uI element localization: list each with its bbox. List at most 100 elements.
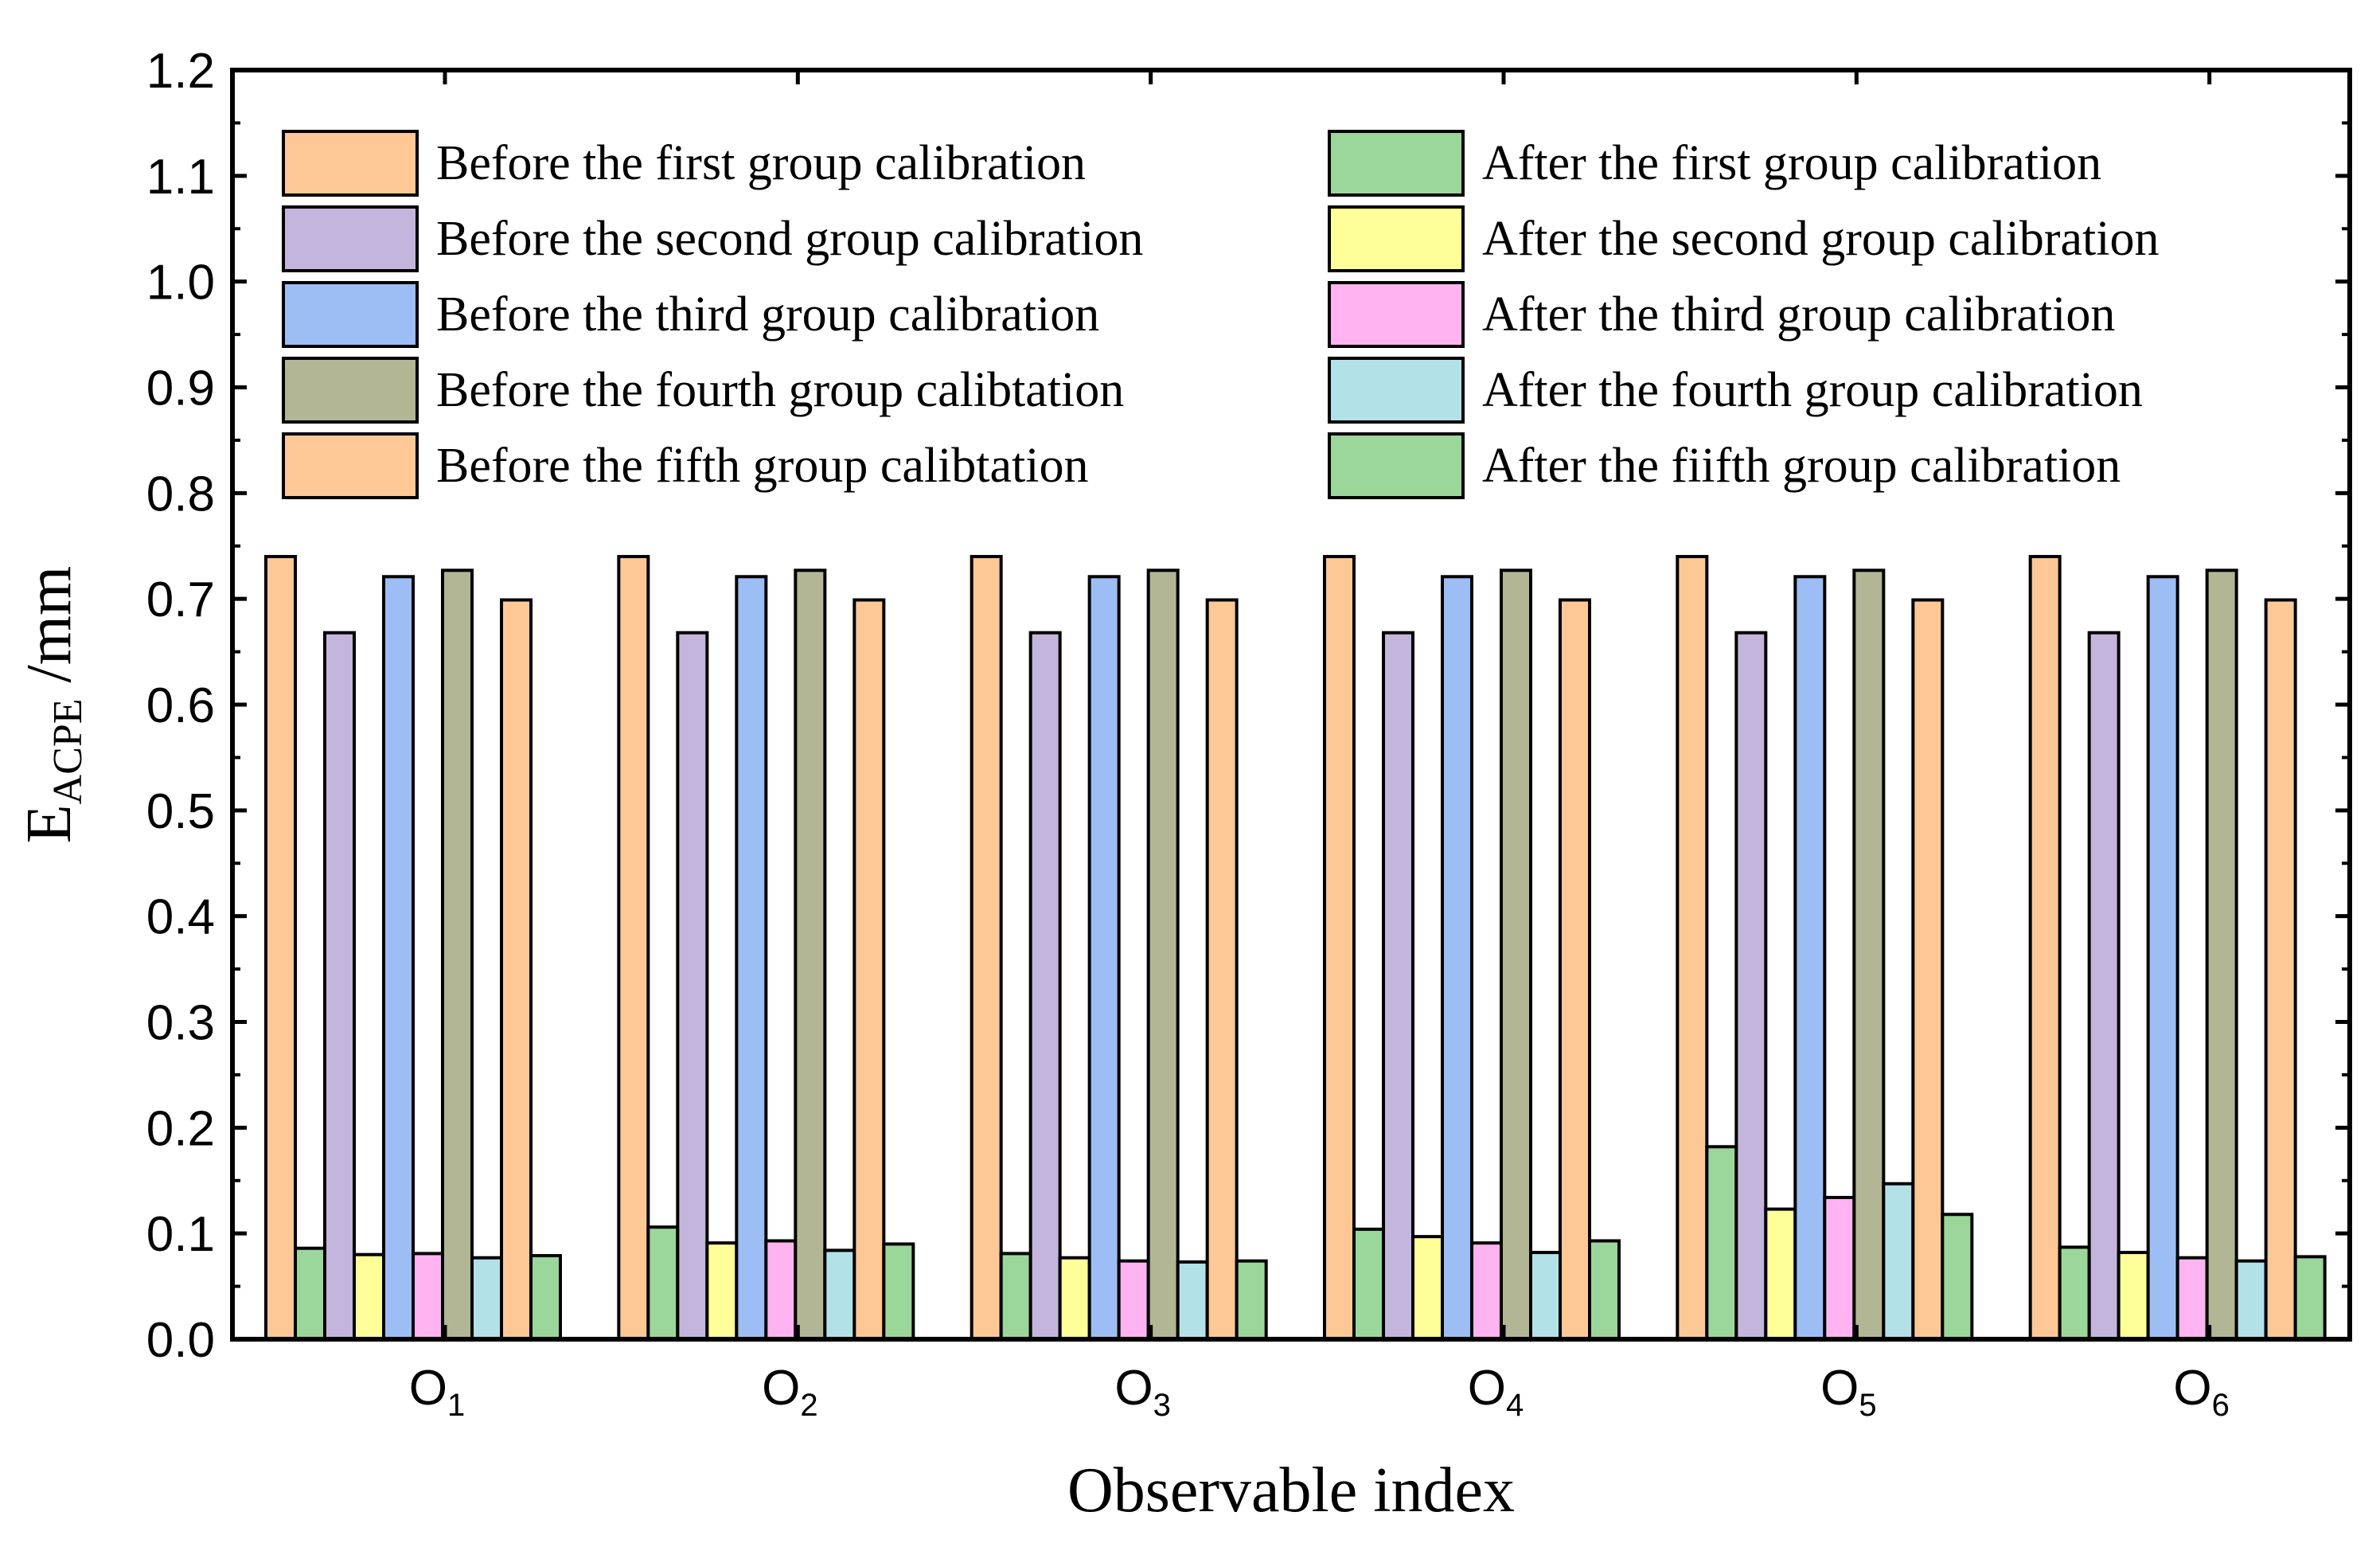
y-tick-label: 0.3 [146,996,215,1051]
bar [1205,598,1239,1341]
legend-label: After the fourth group calibration [1482,363,2143,417]
bar [1028,631,1062,1341]
legend-swatch [1328,432,1465,499]
legend-swatch [282,205,419,272]
legend-label: After the fiifth group calibration [1482,439,2121,493]
x-tick-label-main: O [1468,1361,1506,1416]
bar [323,631,356,1341]
x-tick-label-sub: 2 [800,1388,817,1423]
x-axis-title: Observable index [1067,1455,1515,1526]
bar [646,1225,680,1341]
y-tick-label: 1.2 [146,44,215,99]
bar [617,555,650,1341]
legend-swatch [1328,357,1465,424]
legend-label: Before the first group calibration [436,136,1086,190]
bar [1176,1260,1209,1341]
x-tick-label-main: O [762,1361,800,1416]
x-tick-label-sub: 6 [2212,1388,2230,1423]
bar [1500,568,1532,1341]
bar [2234,1259,2268,1342]
y-tick-label: 0.1 [146,1207,215,1262]
y-tick-label: 1.1 [146,150,215,205]
legend: Before the first group calibration After … [282,130,2159,499]
bar [2146,575,2179,1341]
y-tick-label: 0.0 [146,1313,215,1368]
bar [353,1252,385,1341]
x-tick-label: O4 [1468,1361,1524,1423]
bar [1823,1196,1856,1341]
bar [1911,598,1945,1341]
legend-label: Before the third group calibration [436,287,1099,342]
bar [1705,1145,1738,1341]
y-tick-label: 1.0 [146,256,215,311]
bar [1559,598,1591,1341]
bar [1323,555,1356,1341]
y-axis-title: EACPE /mm [14,566,91,843]
legend-label: Before the fourth group calibtation [436,363,1124,417]
legend-swatch [1328,130,1465,197]
x-tick-label: O1 [409,1361,465,1423]
legend-swatch [282,357,419,424]
bar [264,555,297,1341]
y-tick-label: 0.8 [146,467,215,522]
bar [1058,1256,1091,1342]
y-axis-title-unit: /mm [14,566,84,699]
x-tick-label: O5 [1820,1361,1876,1423]
bar [823,1248,856,1342]
bar [1087,575,1121,1341]
bar [500,598,533,1341]
bar [1352,1227,1385,1342]
bar [2205,568,2238,1341]
bar [794,568,827,1341]
bar [1852,568,1886,1341]
bar [764,1239,798,1341]
bar [1146,568,1180,1341]
y-tick-label: 0.5 [146,784,215,839]
bar [999,1252,1032,1342]
bar [1441,575,1473,1341]
x-tick-label-main: O [2173,1361,2211,1416]
bar [1470,1241,1503,1342]
x-tick-label-main: O [409,1361,447,1416]
bar [1382,631,1414,1341]
bar [382,575,415,1341]
bar [2175,1256,2209,1342]
bar [1764,1207,1797,1341]
x-tick-label-sub: 3 [1153,1388,1171,1423]
bar [1882,1182,1915,1341]
x-tick-label: O3 [1114,1361,1170,1423]
legend-label: After the first group calibration [1482,136,2101,190]
legend-swatch [282,281,419,348]
bar [676,631,709,1341]
bar [470,1256,503,1342]
y-tick-label: 0.6 [146,678,215,733]
bar [1941,1213,1974,1342]
legend-label: Before the second group calibration [436,212,1143,266]
bar [2117,1251,2150,1341]
legend-label: After the third group calibration [1482,287,2115,342]
bar [882,1242,915,1341]
x-tick-label-main: O [1114,1361,1153,1416]
bar [2264,598,2297,1341]
bar [1529,1251,1562,1341]
x-tick-label-sub: 4 [1506,1388,1524,1423]
x-tick-label-sub: 1 [447,1388,465,1423]
bar [441,568,474,1341]
bar [853,598,886,1341]
bar [1588,1239,1621,1341]
y-axis-title-sub: ACPE [45,698,91,804]
y-tick-label: 0.7 [146,572,215,627]
bar [2028,555,2062,1341]
bar [970,555,1003,1341]
bar [294,1246,326,1341]
x-tick-label: O6 [2173,1361,2229,1423]
bar [705,1241,739,1342]
legend-label: After the second group calibration [1482,212,2159,266]
bar [2058,1245,2091,1342]
y-tick-label: 0.2 [146,1101,215,1156]
bar [1235,1259,1268,1342]
bar [735,575,768,1341]
y-axis-title-main: E [14,804,84,843]
bar [2087,631,2121,1341]
